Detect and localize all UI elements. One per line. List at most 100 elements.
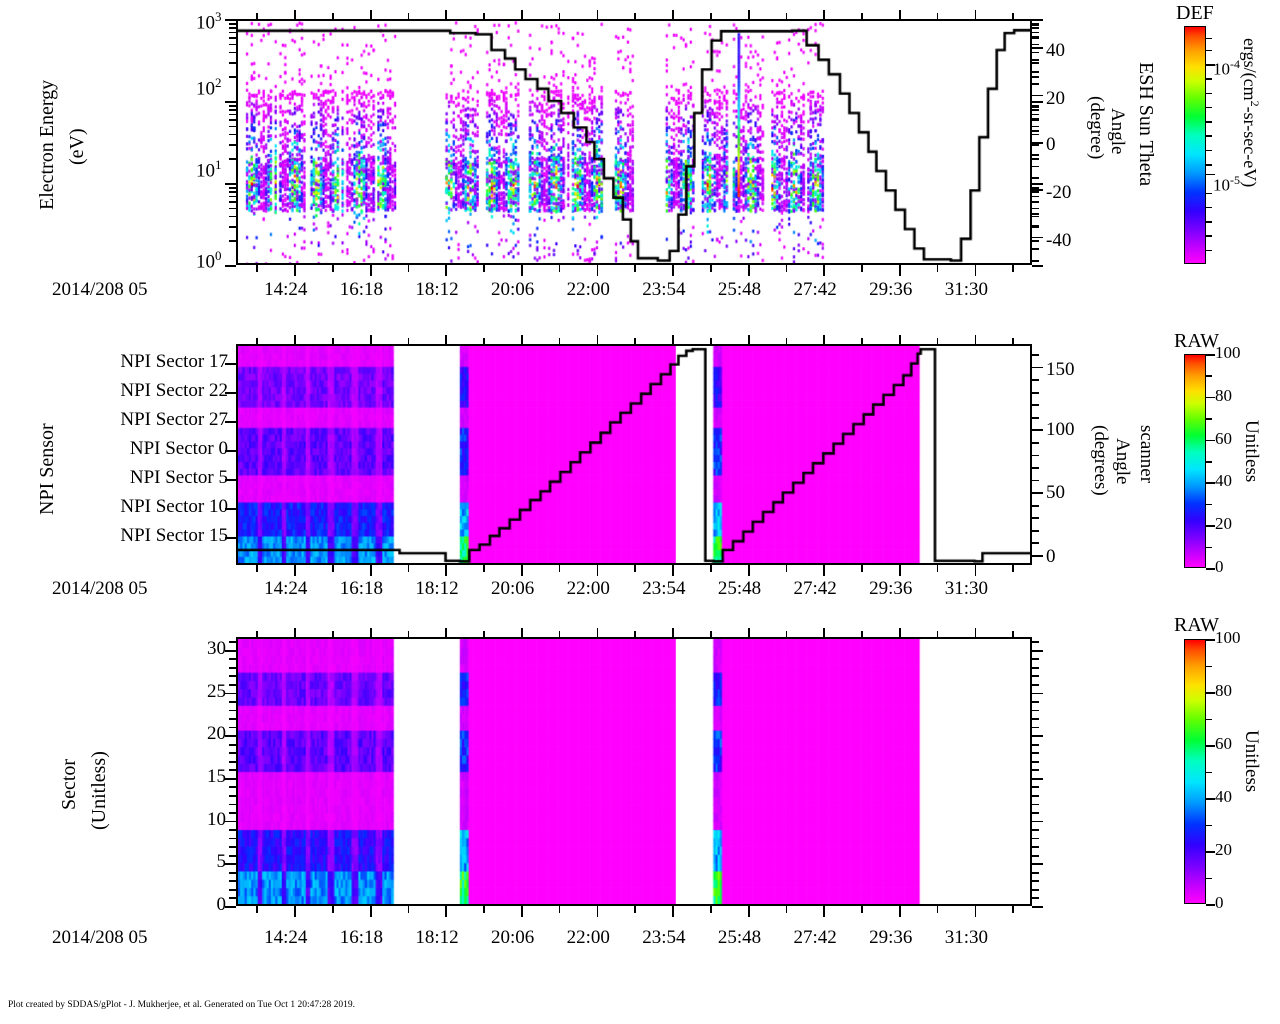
tick-mark <box>1206 92 1212 95</box>
tick-mark <box>407 906 410 913</box>
tick-mark <box>369 628 372 637</box>
tick-mark <box>634 631 636 637</box>
tick-mark <box>225 183 236 185</box>
tick-mark <box>672 565 674 576</box>
tick-mark <box>1032 201 1039 203</box>
tick-mark <box>1032 190 1039 193</box>
tick-mark <box>899 335 901 344</box>
tick-mark <box>1032 240 1039 243</box>
xtick-label: 25:48 <box>717 279 762 300</box>
tick-mark <box>558 265 561 272</box>
tick-mark <box>1032 854 1039 857</box>
tick-mark <box>974 335 977 344</box>
tick-mark <box>445 335 448 344</box>
tick-mark <box>225 450 236 452</box>
tick-mark <box>1206 665 1212 667</box>
tick-mark <box>229 207 236 210</box>
tick-mark <box>1206 121 1212 123</box>
tick-mark <box>225 820 236 823</box>
tick-mark <box>1206 546 1212 549</box>
tick-mark <box>369 265 372 276</box>
tick-mark <box>1206 354 1215 356</box>
colorbar-tick-label: 100 <box>1215 343 1241 362</box>
panel2-right-tick-150: 150 <box>1046 359 1075 380</box>
tick-mark <box>1032 692 1043 695</box>
tick-mark <box>1032 880 1039 883</box>
panel-electron-energy[interactable] <box>236 19 1032 265</box>
tick-mark <box>331 265 334 272</box>
tick-mark <box>1032 641 1039 644</box>
tick-mark <box>710 265 712 272</box>
tick-mark <box>1032 479 1039 482</box>
tick-mark <box>229 769 236 772</box>
tick-mark <box>256 565 258 572</box>
tick-mark <box>225 508 236 511</box>
tick-mark <box>1012 565 1015 572</box>
figure-footer: Plot created by SDDAS/gPlot - J. Mukherj… <box>8 1000 355 1010</box>
tick-mark <box>1012 631 1015 637</box>
tick-mark <box>1206 78 1212 80</box>
tick-mark <box>225 735 236 737</box>
tick-mark <box>823 906 826 917</box>
tick-mark <box>1206 639 1215 641</box>
tick-mark <box>1032 492 1043 494</box>
tick-mark <box>229 880 236 883</box>
tick-mark <box>229 701 236 703</box>
tick-mark <box>558 338 561 344</box>
tick-mark <box>1032 19 1043 21</box>
colorbar-tick-label: 80 <box>1215 681 1232 700</box>
tick-mark <box>229 125 236 128</box>
tick-mark <box>899 628 901 637</box>
tick-mark <box>229 143 236 146</box>
tick-mark <box>1032 786 1039 789</box>
tick-mark <box>1032 35 1039 38</box>
tick-mark <box>785 631 788 637</box>
tick-mark <box>861 265 863 272</box>
tick-mark <box>1032 22 1039 25</box>
tick-mark <box>710 13 712 19</box>
panel-npi-sensor[interactable] <box>236 344 1032 565</box>
tick-mark <box>710 565 712 572</box>
tick-mark <box>1032 43 1039 46</box>
tick-mark <box>229 675 236 678</box>
tick-mark <box>294 335 296 344</box>
tick-mark <box>225 19 236 21</box>
tick-mark <box>785 338 788 344</box>
xtick-label: 31:30 <box>944 927 988 948</box>
panel-sector[interactable] <box>236 637 1032 906</box>
panel1-ylabel-line1: Electron Energy <box>36 79 58 210</box>
tick-mark <box>294 906 296 917</box>
tick-mark <box>596 335 599 344</box>
tick-mark <box>1032 542 1039 545</box>
panel3-ytick-label: 25 <box>207 680 226 702</box>
tick-mark <box>672 10 674 19</box>
tick-mark <box>1032 61 1039 64</box>
tick-mark <box>229 76 236 79</box>
tick-mark <box>1032 366 1043 369</box>
tick-mark <box>558 13 561 19</box>
tick-mark <box>596 628 599 637</box>
tick-mark <box>445 265 448 276</box>
panel1-xdate-label: 2014/208 05 <box>52 279 148 300</box>
tick-mark <box>747 335 750 344</box>
panel3-ytick-label: 5 <box>216 851 227 873</box>
tick-mark <box>974 906 977 917</box>
tick-mark <box>1206 249 1212 252</box>
xtick-label: 29:36 <box>869 927 913 948</box>
panel1-right-tick-20: 20 <box>1046 88 1065 109</box>
tick-mark <box>634 565 636 572</box>
tick-mark <box>1206 771 1212 773</box>
tick-mark <box>1206 461 1212 463</box>
tick-mark <box>1032 165 1039 168</box>
tick-mark <box>558 631 561 637</box>
tick-mark <box>974 628 977 637</box>
tick-mark <box>1032 108 1039 111</box>
tick-mark <box>1032 726 1039 729</box>
tick-mark <box>256 13 258 19</box>
tick-mark <box>1032 391 1039 394</box>
tick-mark <box>1032 649 1043 652</box>
tick-mark <box>1032 104 1039 107</box>
panel2-colorbar-unit: Unitless <box>1241 420 1262 483</box>
tick-mark <box>1032 186 1039 189</box>
tick-mark <box>1032 820 1043 823</box>
